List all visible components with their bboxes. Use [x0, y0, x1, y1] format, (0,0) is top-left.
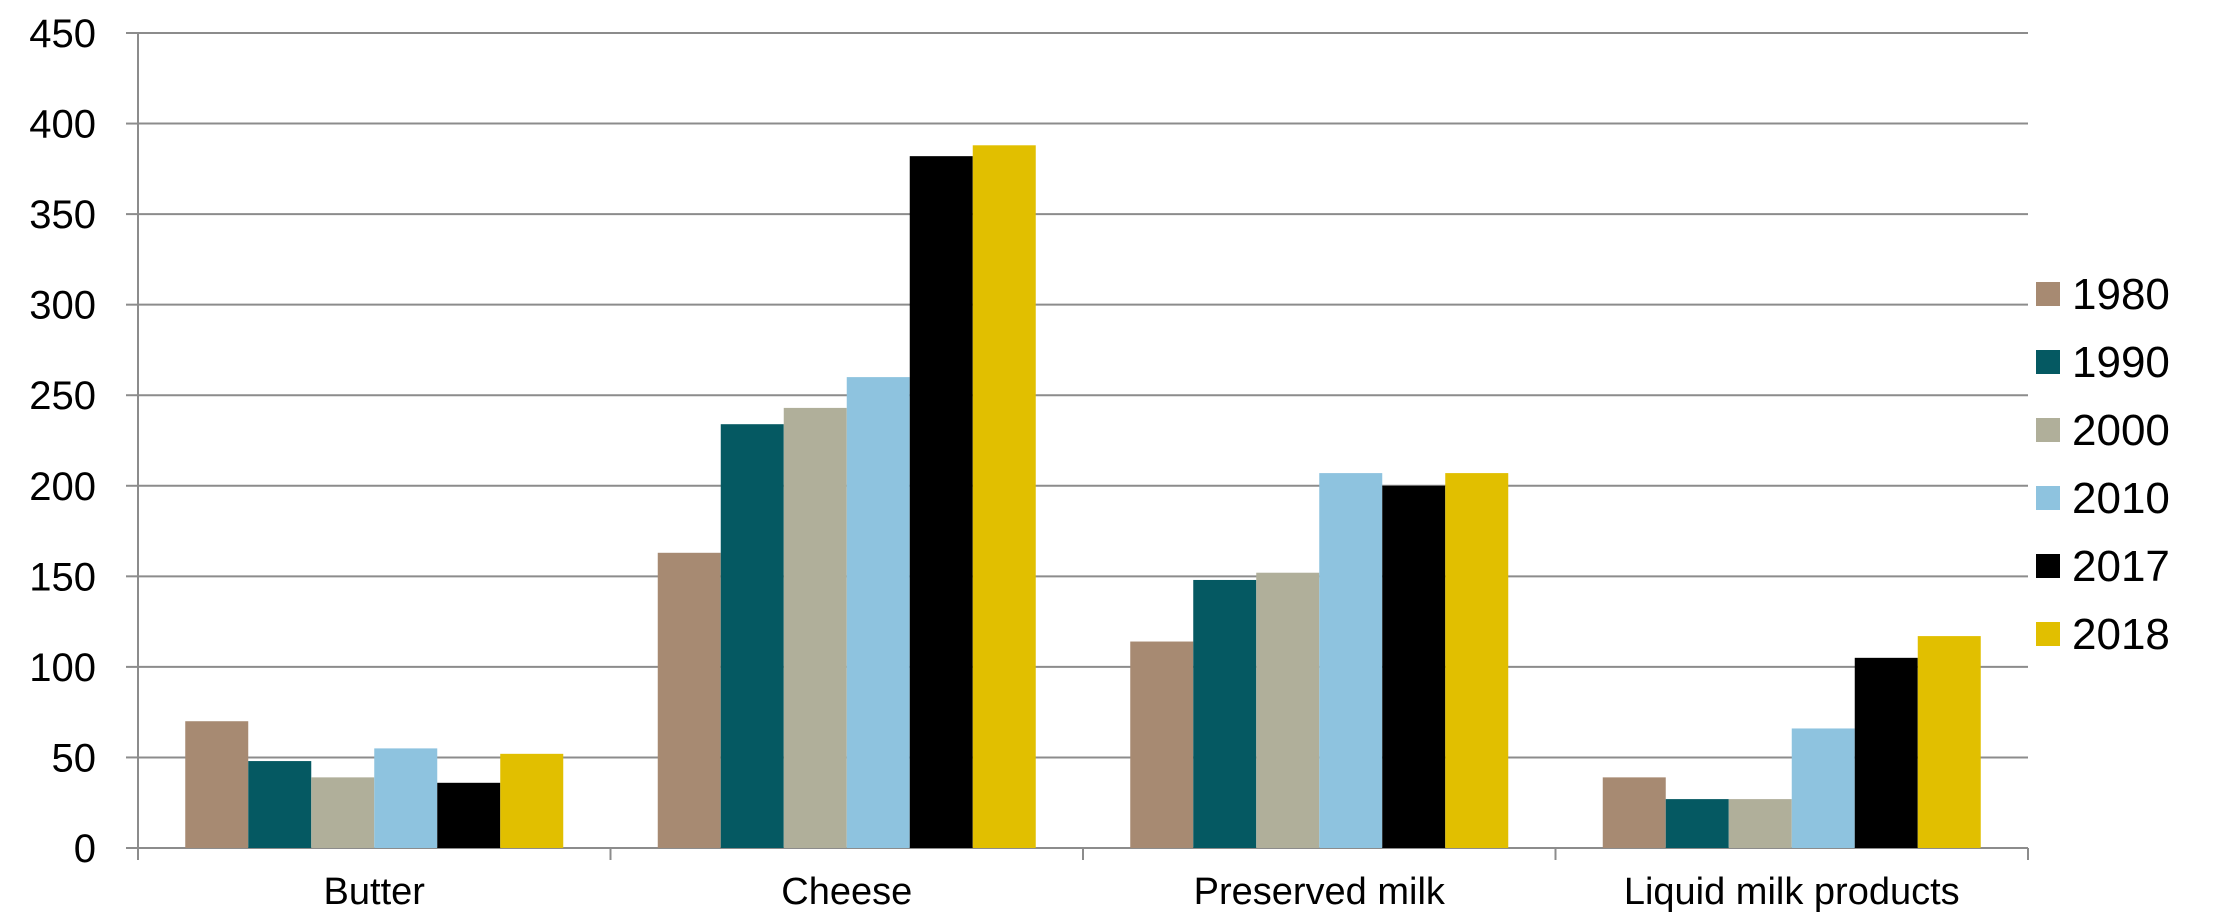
bar-2010-butter [374, 748, 438, 848]
legend: 1980 1990 2000 2010 2017 2018 [2036, 270, 2170, 659]
bar-1990-butter [248, 761, 312, 848]
x-axis-ticks: Butter Cheese Preserved milk Liquid milk pr… [324, 871, 1960, 913]
bar-1990-preserved-milk [1193, 579, 1257, 848]
legend-label: 2018 [2072, 610, 2170, 659]
bar-2000-preserved-milk [1256, 572, 1320, 848]
bar-2018-cheese [972, 145, 1036, 849]
axes [126, 32, 2029, 860]
bar-2018-preserved-milk [1445, 473, 1509, 848]
legend-label: 2017 [2072, 542, 2170, 591]
bar-1980-preserved-milk [1130, 641, 1194, 848]
bar-1990-liquid-milk-products [1665, 799, 1729, 848]
legend-swatch [2036, 622, 2060, 646]
bar-2017-cheese [909, 156, 973, 849]
legend-label: 2000 [2072, 406, 2170, 455]
x-tick-label: Liquid milk products [1624, 871, 1960, 913]
legend-swatch [2036, 350, 2060, 374]
bar-2018-butter [500, 753, 564, 848]
bar-1990-cheese [720, 424, 784, 848]
y-tick-label: 100 [29, 646, 96, 690]
y-tick-label: 350 [29, 193, 96, 237]
y-tick-label: 450 [29, 12, 96, 56]
gridlines [138, 32, 2028, 759]
bar-2010-liquid-milk-products [1791, 728, 1855, 848]
legend-label: 2010 [2072, 474, 2170, 523]
bar-2017-liquid-milk-products [1854, 657, 1918, 848]
y-axis-ticks: 0 50 100 150 200 250 300 350 400 450 [29, 12, 96, 871]
y-tick-label: 50 [52, 736, 97, 780]
bar-2010-cheese [846, 377, 910, 848]
legend-label: 1980 [2072, 270, 2170, 319]
y-tick-label: 300 [29, 284, 96, 328]
y-tick-label: 0 [74, 827, 96, 871]
bars [185, 145, 1981, 849]
bar-1980-butter [185, 721, 249, 848]
bar-2000-liquid-milk-products [1728, 799, 1792, 848]
legend-swatch [2036, 282, 2060, 306]
y-tick-label: 150 [29, 555, 96, 599]
bar-2017-butter [437, 782, 501, 848]
y-tick-label: 250 [29, 374, 96, 418]
legend-swatch [2036, 486, 2060, 510]
bar-2017-preserved-milk [1382, 485, 1446, 848]
bar-2010-preserved-milk [1319, 473, 1383, 848]
bar-1980-liquid-milk-products [1602, 777, 1666, 848]
bar-2018-liquid-milk-products [1917, 636, 1981, 848]
x-tick-label: Cheese [781, 871, 912, 913]
bar-2000-butter [311, 777, 375, 848]
legend-label: 1990 [2072, 338, 2170, 387]
bar-1980-cheese [657, 552, 721, 848]
legend-swatch [2036, 418, 2060, 442]
y-tick-label: 400 [29, 103, 96, 147]
x-tick-label: Butter [324, 871, 426, 913]
bar-2000-cheese [783, 407, 847, 848]
x-tick-label: Preserved milk [1194, 871, 1446, 913]
legend-swatch [2036, 554, 2060, 578]
y-tick-label: 200 [29, 465, 96, 509]
